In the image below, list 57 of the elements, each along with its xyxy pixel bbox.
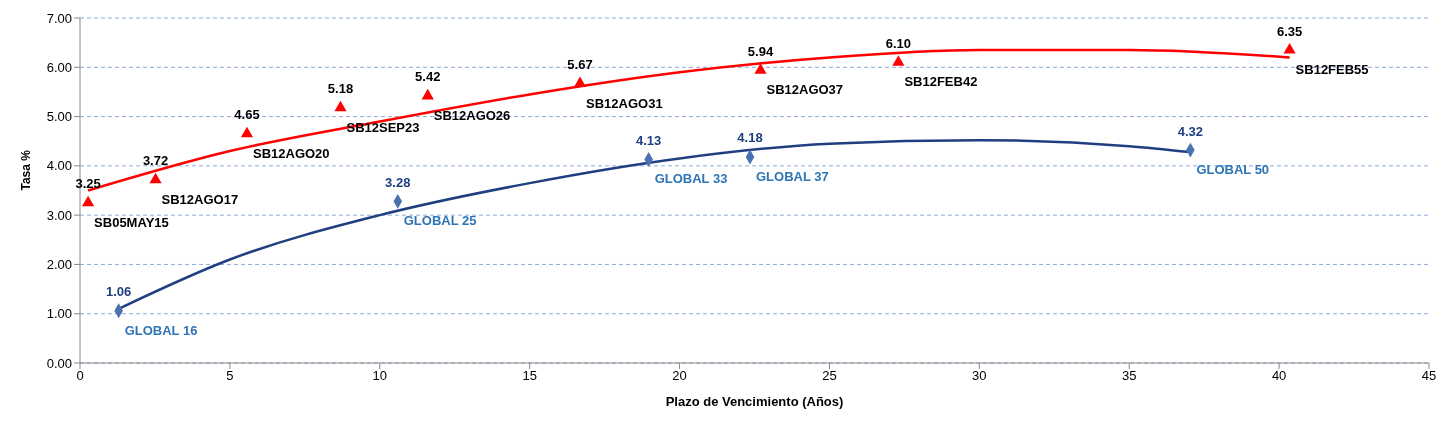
x-tick-label: 5 (226, 368, 234, 384)
point (754, 63, 767, 74)
annotation: SB12FEB42 (904, 74, 978, 90)
data-label: 4.13 (636, 132, 662, 148)
x-tick-label: 30 (972, 368, 987, 384)
y-tick-label: 2.00 (46, 257, 72, 273)
point (149, 172, 162, 184)
data-label: 6.35 (1276, 23, 1303, 39)
x-tick-label: 0 (76, 368, 84, 384)
y-tick-label: 5.00 (46, 109, 72, 125)
data-label: 5.67 (567, 57, 593, 73)
y-axis-title: Tasa % (19, 149, 34, 191)
data-label: 4.65 (234, 107, 260, 123)
x-axis-title: Plazo de Vencimiento (Años) (665, 394, 844, 409)
annotation: SB12AGO37 (766, 82, 844, 98)
annotation: GLOBAL 25 (403, 213, 477, 229)
annotation: GLOBAL 33 (654, 171, 728, 187)
x-tick-label: 35 (1121, 368, 1137, 384)
y-tick-label: 0.00 (46, 355, 72, 371)
x-tick-label: 45 (1421, 368, 1437, 384)
y-tick-label: 3.00 (46, 207, 72, 223)
x-tick-label: 15 (522, 368, 537, 384)
annotation: GLOBAL 37 (756, 168, 829, 184)
data-label: 4.18 (737, 130, 763, 146)
annotation: SB05MAY15 (94, 214, 169, 230)
annotation: SB12AGO17 (161, 191, 239, 207)
x-tick-label: 20 (672, 368, 687, 384)
point (334, 100, 347, 112)
point (573, 76, 587, 88)
data-label: 6.10 (885, 35, 912, 51)
point (421, 88, 434, 100)
data-label: 5.94 (747, 43, 774, 59)
y-tick-label: 7.00 (46, 10, 72, 26)
annotation: SB12AGO20 (252, 145, 330, 161)
y-tick-label: 1.00 (46, 306, 72, 322)
data-label: 3.25 (75, 176, 101, 192)
data-label: 3.72 (142, 153, 169, 169)
annotation: SB12SEP23 (346, 119, 420, 135)
point (892, 55, 905, 66)
point (82, 195, 95, 207)
data-label: 5.42 (415, 69, 441, 85)
x-tick-label: 10 (372, 368, 388, 384)
data-label: 3.28 (385, 174, 411, 190)
annotation: SB12AGO31 (586, 95, 663, 111)
point (1283, 43, 1296, 54)
annotation: GLOBAL 50 (1196, 162, 1270, 178)
data-label: 1.06 (106, 284, 132, 300)
data-label: 4.32 (1177, 123, 1204, 139)
y-tick-label: 4.00 (46, 158, 72, 174)
annotation: GLOBAL 16 (124, 322, 198, 338)
annotation: SB12FEB55 (1295, 62, 1369, 78)
data-label: 5.18 (327, 81, 354, 97)
x-tick-label: 40 (1271, 368, 1287, 384)
point (240, 126, 254, 138)
annotation: SB12AGO26 (433, 107, 511, 123)
x-tick-label: 25 (822, 368, 837, 384)
y-tick-label: 6.00 (46, 59, 72, 75)
